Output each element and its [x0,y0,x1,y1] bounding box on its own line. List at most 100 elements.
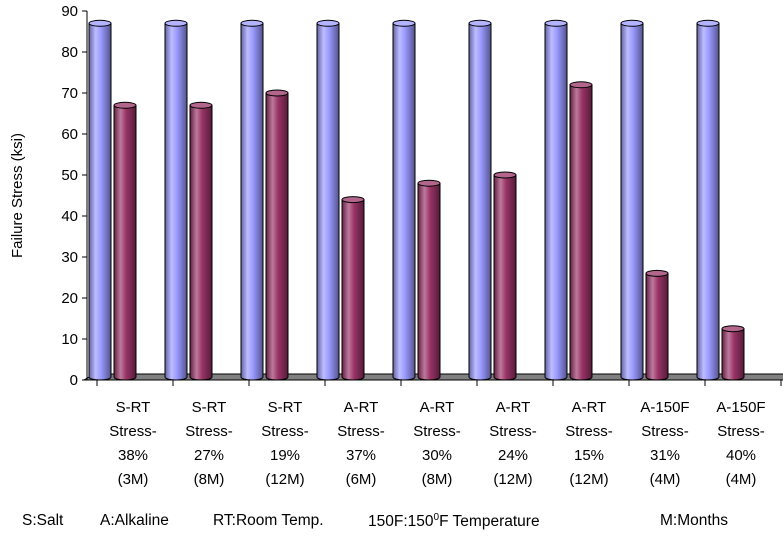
bar-cylinder [646,270,668,380]
category-label: A-150F Stress- 31% (4M) [640,399,689,488]
category-label-line: A-150F [716,399,765,416]
bar-top [570,82,592,88]
category-label-line: Stress- [717,423,765,440]
bar-body [342,200,364,380]
y-tick-label: 20 [61,290,78,307]
category-label-line: A-RT [344,399,379,416]
y-axis-label: Failure Stress (ksi) [9,133,26,258]
bar-top [165,20,187,26]
bar-top [545,20,567,26]
bar-cylinder [722,326,744,380]
bar-body [545,23,567,380]
category-label: A-RT Stress- 30% (8M) [413,399,461,488]
bar-cylinder [469,20,491,380]
bar-top [418,180,440,186]
bar-top [621,20,643,26]
bar-cylinder [545,20,567,380]
footnote-room-temp: RT:Room Temp. [213,512,324,530]
bar-body [418,183,440,380]
bar-cylinder [114,102,136,380]
y-tick-label: 90 [61,3,78,20]
category-label: A-RT Stress- 37% (6M) [337,399,385,488]
bar-top [266,90,288,96]
bar-body [494,175,516,380]
bar-top [469,20,491,26]
category-label-line: 15% [574,447,604,464]
category-label-line: (4M) [726,471,757,488]
y-tick-label: 30 [61,249,78,266]
bar-body [621,23,643,380]
bar-top [646,270,668,276]
category-label-line: A-150F [640,399,689,416]
bar-body [393,23,415,380]
bar-top [342,197,364,203]
category-label-line: Stress- [641,423,689,440]
y-tick-label: 60 [61,126,78,143]
footnote-temp-prefix: 150F:150 [368,513,434,530]
category-label-line: 31% [650,447,680,464]
bar-cylinder [342,197,364,380]
category-label-line: S-RT [192,399,227,416]
bar-body [570,85,592,380]
bar-cylinder [266,90,288,380]
category-label: A-RT Stress- 24% (12M) [489,399,537,488]
category-label-line: 19% [270,447,300,464]
category-label-line: (6M) [346,471,377,488]
bar-cylinder [317,20,339,380]
category-label-line: 40% [726,447,756,464]
category-label-line: S-RT [116,399,151,416]
bar-top [697,20,719,26]
category-label-line: Stress- [109,423,157,440]
footnote-months: M:Months [660,512,728,530]
category-label-line: S-RT [268,399,303,416]
bar-cylinder [393,20,415,380]
bar-cylinder [241,20,263,380]
bar-body [165,23,187,380]
footnote-alkaline: A:Alkaline [100,512,169,530]
category-label-line: A-RT [496,399,531,416]
bar-body [722,329,744,380]
category-label-line: 24% [498,447,528,464]
y-tick-label: 10 [61,331,78,348]
category-label-line: (8M) [422,471,453,488]
bar-top [114,102,136,108]
bar-top [317,20,339,26]
bar-cylinder [165,20,187,380]
category-label-line: (12M) [493,471,532,488]
category-label-line: Stress- [413,423,461,440]
bar-cylinder [570,82,592,380]
category-label-line: (8M) [194,471,225,488]
y-tick-label: 70 [61,85,78,102]
category-label: S-RT Stress- 38% (3M) [109,399,157,488]
bar-body [241,23,263,380]
category-label-line: 27% [194,447,224,464]
category-label-line: 30% [422,447,452,464]
bar-body [317,23,339,380]
category-label-line: (3M) [118,471,149,488]
bar-top [190,102,212,108]
y-tick-label: 80 [61,44,78,61]
bar-top [393,20,415,26]
category-label-line: Stress- [185,423,233,440]
bar-cylinder [418,180,440,380]
footnote-temp-suffix: F Temperature [439,513,540,530]
bar-body [469,23,491,380]
bar-body [190,105,212,380]
category-label: A-RT Stress- 15% (12M) [565,399,613,488]
bar-cylinder [190,102,212,380]
bar-cylinder [697,20,719,380]
bar-cylinder [621,20,643,380]
y-tick-label: 40 [61,208,78,225]
bar-top [722,326,744,332]
y-tick-label: 0 [70,372,78,389]
bar-cylinder [494,172,516,380]
category-label: S-RT Stress- 27% (8M) [185,399,233,488]
category-label-line: A-RT [572,399,607,416]
bar-body [266,93,288,380]
category-label-line: Stress- [489,423,537,440]
bar-body [646,273,668,380]
category-label-line: 38% [118,447,148,464]
bar-top [89,20,111,26]
category-label: S-RT Stress- 19% (12M) [261,399,309,488]
footnote-salt: S:Salt [22,512,63,530]
